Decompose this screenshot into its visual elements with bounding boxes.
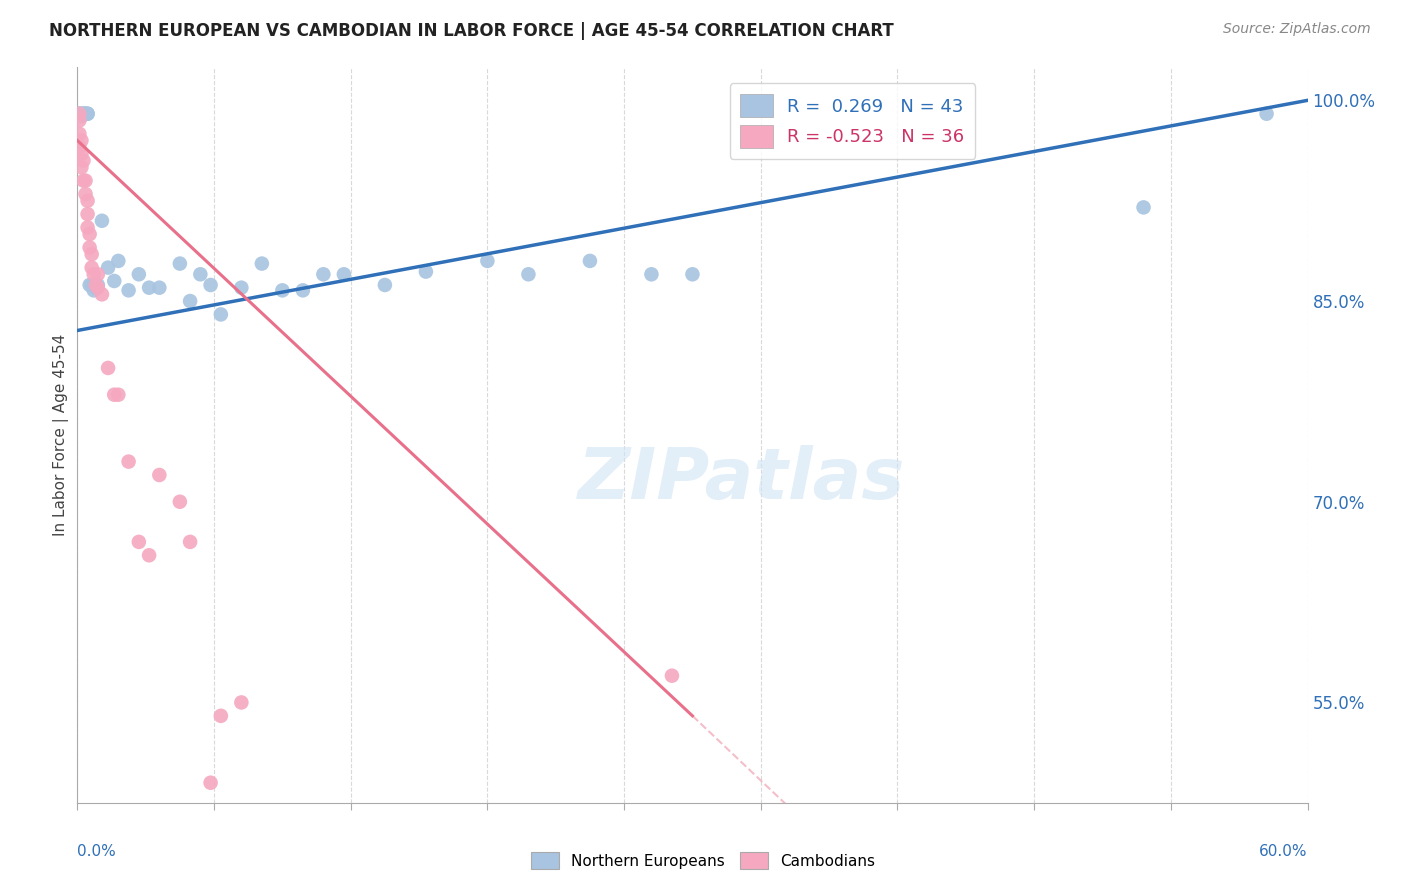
Point — [640, 268, 662, 282]
Point — [87, 280, 110, 294]
Point — [415, 264, 437, 278]
Point — [374, 278, 396, 293]
Point — [231, 280, 253, 294]
Point — [97, 360, 120, 375]
Point — [188, 268, 212, 282]
Point — [90, 213, 114, 227]
Point — [200, 775, 222, 790]
Point — [67, 107, 90, 121]
Point — [517, 268, 540, 282]
Point — [72, 107, 94, 121]
Point — [79, 241, 101, 255]
Point — [169, 256, 191, 270]
Point — [291, 284, 314, 298]
Point — [80, 260, 103, 275]
Point — [80, 247, 103, 261]
Point — [333, 268, 356, 282]
Point — [250, 256, 273, 270]
Point — [209, 708, 232, 723]
Point — [271, 284, 294, 298]
Point — [83, 284, 105, 298]
Point — [84, 278, 107, 293]
Text: Source: ZipAtlas.com: Source: ZipAtlas.com — [1223, 22, 1371, 37]
Point — [138, 280, 160, 294]
Point — [70, 161, 93, 175]
Point — [231, 695, 253, 709]
Point — [107, 387, 129, 401]
Point — [67, 127, 90, 141]
Text: ZIPatlas: ZIPatlas — [578, 444, 905, 514]
Point — [67, 113, 90, 128]
Point — [80, 278, 103, 293]
Point — [117, 455, 139, 469]
Point — [103, 274, 125, 288]
Point — [179, 534, 201, 549]
Point — [75, 107, 97, 121]
Point — [72, 173, 94, 188]
Point — [70, 134, 93, 148]
Point — [200, 278, 222, 293]
Point — [477, 253, 499, 268]
Point — [1256, 107, 1278, 121]
Point — [75, 173, 97, 188]
Point — [128, 268, 150, 282]
Point — [70, 146, 93, 161]
Text: 0.0%: 0.0% — [77, 845, 117, 859]
Point — [103, 387, 125, 401]
Point — [138, 548, 160, 562]
Y-axis label: In Labor Force | Age 45-54: In Labor Force | Age 45-54 — [53, 334, 69, 536]
Point — [84, 280, 107, 294]
Point — [148, 467, 170, 482]
Point — [117, 284, 139, 298]
Point — [179, 294, 201, 309]
Point — [76, 194, 98, 208]
Point — [661, 669, 683, 683]
Point — [97, 260, 120, 275]
Text: NORTHERN EUROPEAN VS CAMBODIAN IN LABOR FORCE | AGE 45-54 CORRELATION CHART: NORTHERN EUROPEAN VS CAMBODIAN IN LABOR … — [49, 22, 894, 40]
Point — [107, 253, 129, 268]
Point — [70, 107, 93, 121]
Point — [67, 107, 90, 121]
Point — [128, 534, 150, 549]
Legend: Northern Europeans, Cambodians: Northern Europeans, Cambodians — [526, 846, 880, 875]
Point — [72, 153, 94, 168]
Point — [76, 107, 98, 121]
Point — [76, 220, 98, 235]
Text: 60.0%: 60.0% — [1260, 845, 1308, 859]
Point — [90, 287, 114, 301]
Point — [87, 268, 110, 282]
Point — [1132, 201, 1154, 215]
Point — [682, 268, 704, 282]
Point — [312, 268, 335, 282]
Point — [76, 107, 98, 121]
Point — [75, 186, 97, 201]
Point — [70, 110, 93, 124]
Legend: R =  0.269   N = 43, R = -0.523   N = 36: R = 0.269 N = 43, R = -0.523 N = 36 — [730, 83, 976, 159]
Point — [169, 494, 191, 508]
Point — [148, 280, 170, 294]
Point — [75, 107, 97, 121]
Point — [83, 268, 105, 282]
Point — [209, 307, 232, 321]
Point — [579, 253, 602, 268]
Point — [79, 278, 101, 293]
Point — [67, 140, 90, 154]
Point — [67, 107, 90, 121]
Point — [72, 107, 94, 121]
Point — [79, 227, 101, 241]
Point — [76, 207, 98, 221]
Point — [87, 278, 110, 293]
